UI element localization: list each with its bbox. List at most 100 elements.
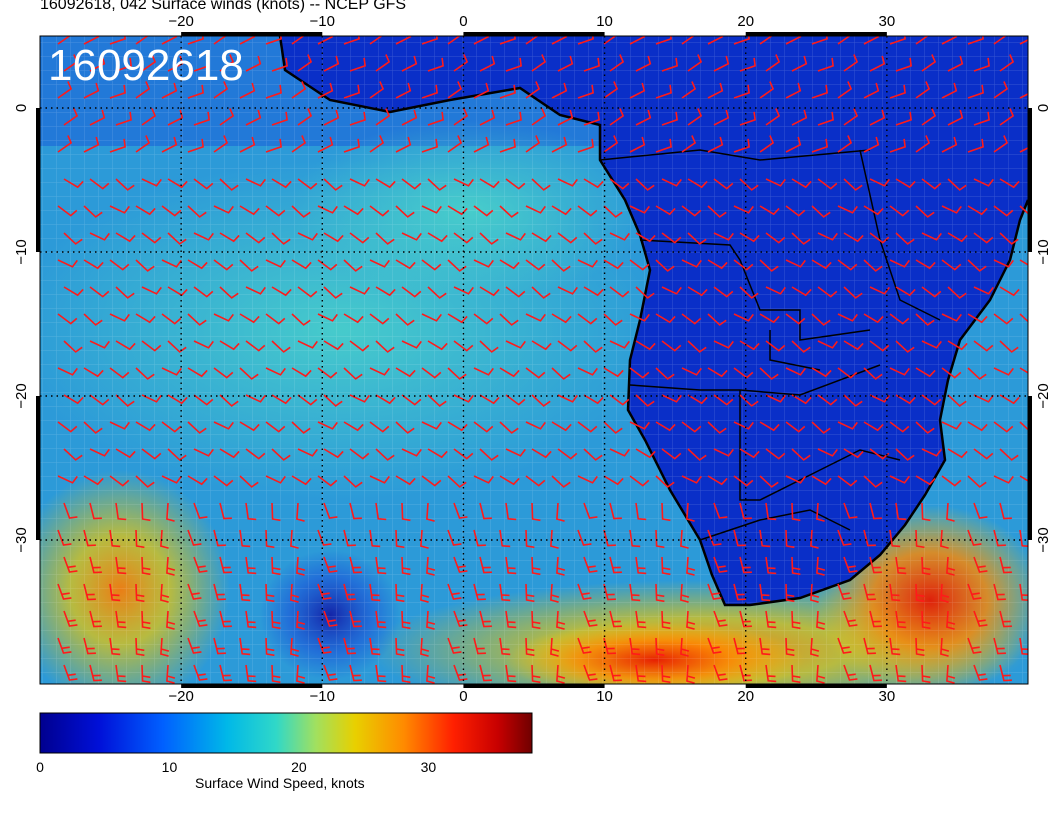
wind-barb [583,57,600,72]
wind-barb [810,583,820,603]
wind-barb [895,232,915,245]
wind-barb [993,367,1014,376]
wind-barb [421,313,442,322]
frame-bar [463,32,605,36]
wind-barb [707,583,722,600]
wind-barb [271,57,288,72]
wind-barb [603,529,616,547]
wind-barb [343,367,363,380]
wind-barb [297,54,313,72]
wind-barb [531,54,547,72]
wind-barb [609,286,630,298]
wind-barb [375,232,395,245]
wind-barb [551,367,571,380]
wind-barb [245,178,266,187]
wind-barb [785,637,795,657]
wind-barb [83,421,103,434]
wind-barb [245,502,257,521]
wind-barb [265,313,286,325]
wind-barb [525,637,535,657]
wind-barb [785,367,806,376]
wind-barb [759,135,775,153]
wind-barb [791,340,811,353]
wind-barb [603,421,623,434]
wind-barb [395,475,416,486]
wind-barb [271,232,291,245]
wind-barb [109,475,130,487]
wind-barb [733,84,750,99]
wind-barb [895,286,916,297]
wind-barb [296,502,305,522]
wind-barb [889,583,901,602]
wind-barb [947,448,968,459]
wind-barb [973,111,990,126]
wind-barb [141,502,151,522]
wind-barb [947,109,964,126]
wind-barb [525,367,546,379]
wind-barb [967,84,984,99]
wind-barb [947,178,967,191]
wind-barb [57,313,78,325]
wind-barb [583,232,603,245]
wind-barb [843,340,864,351]
wind-barb [395,259,416,270]
wind-barb [681,36,695,45]
wind-barb [447,529,462,546]
wind-barb [343,529,356,547]
wind-barb [531,556,541,576]
wind-barb [635,232,656,243]
wind-barb [785,583,795,603]
wind-barb [889,529,901,548]
wind-barb [265,84,282,99]
wind-barb [473,583,486,601]
wind-barb [551,421,572,432]
wind-barb [811,421,831,434]
wind-barb [421,259,442,271]
wind-barb [739,111,756,126]
wind-barb [869,394,890,403]
wind-barb [837,475,858,487]
wind-barb [161,205,182,217]
wind-barb [193,232,214,241]
wind-barb [739,340,760,351]
wind-barb [843,448,864,459]
wind-barb [765,394,786,403]
wind-barb [219,502,232,520]
wind-barb [349,394,370,403]
wind-barb [427,57,444,72]
wind-barb [369,367,390,376]
wind-barb [265,637,275,657]
wind-barb [239,367,259,380]
wind-barb [187,421,207,434]
wind-barb [915,583,925,603]
wind-barb [265,529,275,549]
wind-barb [837,36,851,45]
wind-barb [505,340,526,349]
wind-barb [635,664,647,683]
wind-barb [343,421,364,432]
wind-barb [791,232,811,245]
wind-barb [57,421,78,433]
wind-barb [291,313,311,326]
wind-barb [869,109,886,126]
wind-barb [1019,147,1028,153]
wind-barb [375,286,396,297]
wind-barb [505,232,526,241]
wind-barb [349,610,362,628]
wind-barb [681,205,702,217]
wind-barb [791,394,812,405]
wind-barb [759,205,780,216]
wind-barb [843,232,864,243]
wind-barb [967,583,982,600]
wind-barb [837,367,858,379]
wind-barb [297,108,313,126]
wind-barb [291,475,312,486]
wind-barb [551,36,568,45]
wind-barb [889,36,906,45]
wind-barb [505,394,526,406]
wind-barb [557,448,578,460]
wind-barb [427,448,448,459]
wind-barb [967,313,988,324]
lon-tick-label-bottom: 20 [737,688,754,705]
wind-barb [421,475,442,487]
